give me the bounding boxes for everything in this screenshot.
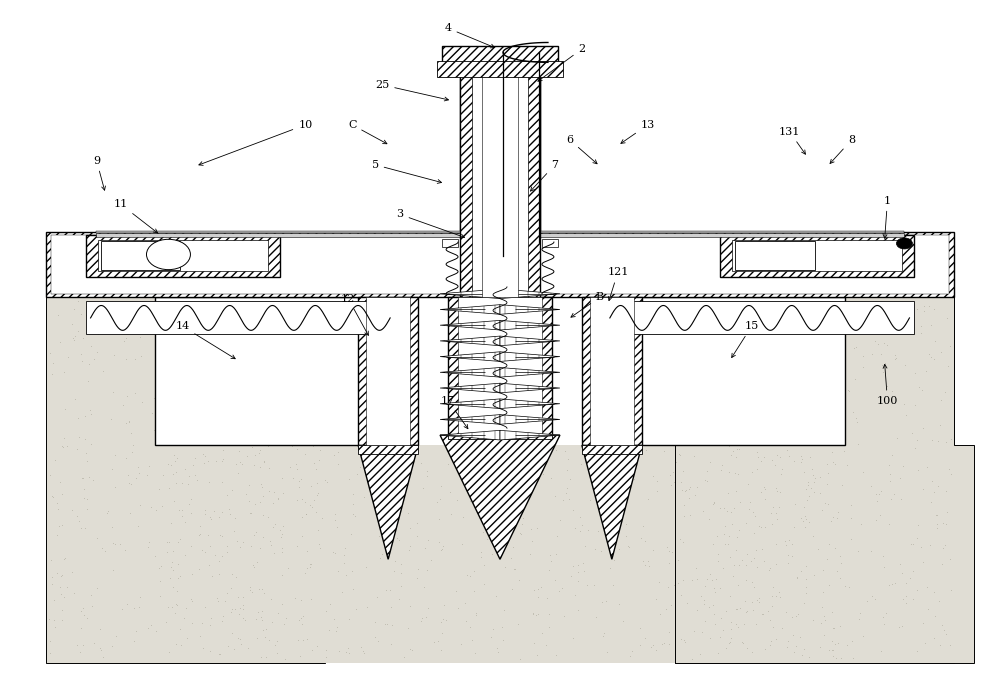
Bar — [472, 56, 528, 297]
Bar — [448, 435, 552, 439]
Bar — [460, 56, 540, 297]
Text: 17: 17 — [441, 396, 468, 428]
Bar — [96, 233, 904, 237]
Bar — [448, 297, 552, 435]
Bar — [46, 231, 954, 297]
Bar — [101, 240, 180, 269]
Bar — [98, 240, 268, 271]
Bar — [86, 301, 395, 334]
Bar — [366, 297, 410, 446]
Polygon shape — [675, 297, 974, 663]
Text: 25: 25 — [375, 80, 448, 101]
Bar — [605, 301, 914, 334]
Text: 2: 2 — [538, 44, 585, 82]
Bar — [735, 240, 815, 269]
Text: 8: 8 — [830, 135, 855, 164]
Bar — [96, 231, 904, 233]
Bar — [358, 446, 418, 454]
Bar — [582, 446, 642, 454]
Polygon shape — [440, 435, 560, 559]
Text: 15: 15 — [732, 321, 759, 357]
Bar — [155, 297, 360, 446]
Text: 9: 9 — [93, 155, 105, 190]
Bar — [590, 297, 634, 446]
Polygon shape — [440, 399, 500, 408]
Polygon shape — [500, 305, 560, 314]
Circle shape — [896, 238, 912, 249]
Polygon shape — [500, 321, 560, 330]
Polygon shape — [500, 368, 560, 377]
Polygon shape — [440, 289, 500, 299]
Polygon shape — [440, 368, 500, 377]
Circle shape — [146, 239, 190, 269]
Polygon shape — [582, 446, 642, 559]
Bar — [732, 240, 902, 271]
Text: 4: 4 — [445, 23, 495, 48]
Bar — [458, 297, 542, 435]
Text: 10: 10 — [199, 120, 312, 165]
Polygon shape — [440, 321, 500, 330]
Bar — [582, 297, 642, 446]
Polygon shape — [440, 430, 500, 440]
Polygon shape — [675, 297, 954, 663]
Polygon shape — [500, 289, 560, 299]
Text: 5: 5 — [372, 160, 441, 183]
Bar — [542, 238, 558, 247]
Text: 1: 1 — [883, 196, 891, 238]
Polygon shape — [440, 352, 500, 361]
Bar — [358, 297, 418, 446]
Text: 12: 12 — [341, 294, 368, 335]
Polygon shape — [155, 446, 845, 663]
Polygon shape — [440, 384, 500, 393]
Text: 131: 131 — [779, 126, 805, 154]
Polygon shape — [500, 399, 560, 408]
Polygon shape — [500, 352, 560, 361]
Text: B: B — [571, 292, 604, 317]
Bar — [442, 238, 458, 247]
Bar — [442, 46, 558, 63]
Polygon shape — [440, 336, 500, 346]
Polygon shape — [500, 430, 560, 440]
Text: 13: 13 — [621, 120, 655, 144]
Text: C: C — [348, 120, 387, 144]
Text: 6: 6 — [566, 135, 597, 164]
Text: 7: 7 — [530, 160, 558, 191]
Bar — [640, 297, 845, 446]
Bar — [720, 235, 914, 276]
Bar — [86, 235, 280, 276]
Polygon shape — [500, 384, 560, 393]
Polygon shape — [440, 415, 500, 424]
Text: 3: 3 — [397, 209, 465, 238]
Polygon shape — [500, 415, 560, 424]
Text: 11: 11 — [113, 199, 158, 233]
Bar — [482, 56, 518, 297]
Text: 14: 14 — [175, 321, 235, 359]
Bar — [437, 61, 563, 77]
Polygon shape — [500, 336, 560, 346]
Polygon shape — [358, 446, 418, 559]
Bar — [51, 235, 949, 294]
Polygon shape — [440, 305, 500, 314]
Polygon shape — [46, 297, 325, 663]
Text: 100: 100 — [877, 364, 898, 406]
Text: 121: 121 — [607, 267, 629, 301]
